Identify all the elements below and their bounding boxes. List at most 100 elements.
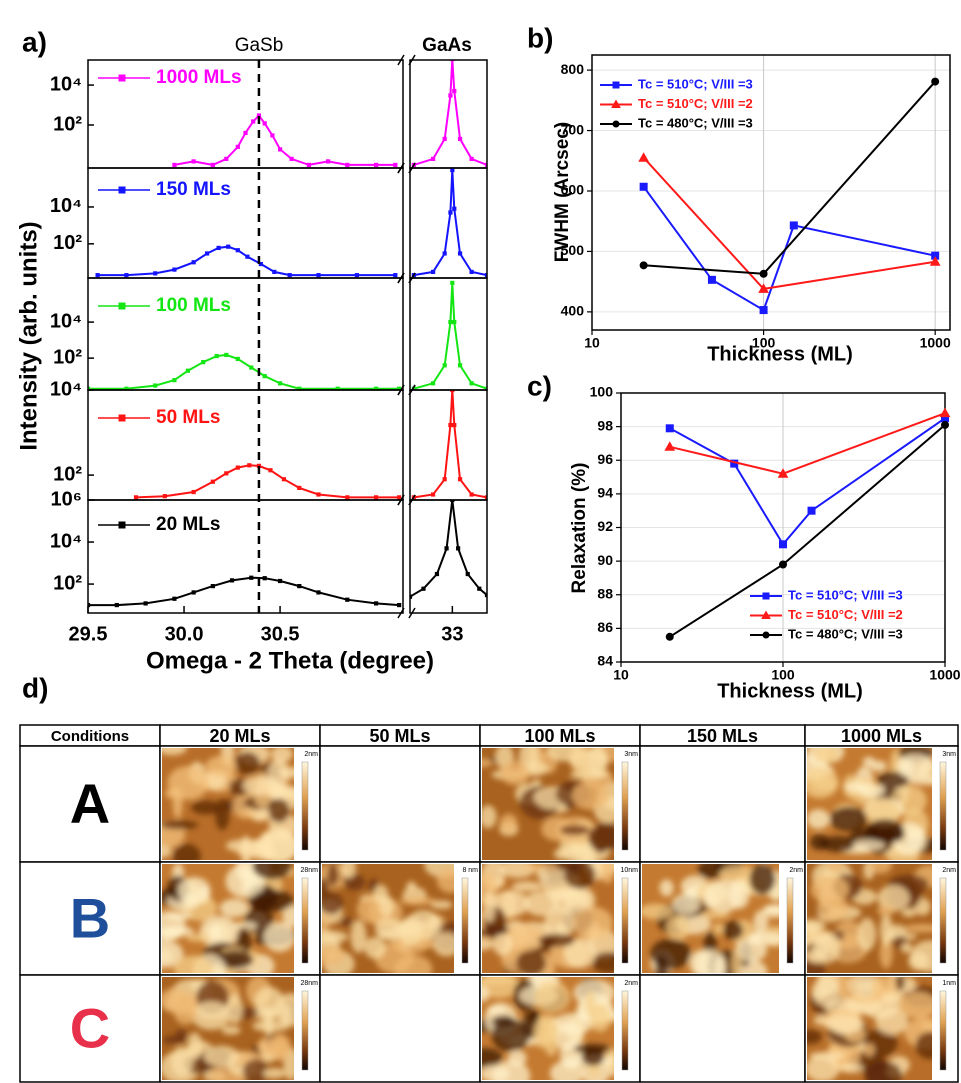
- marker: [277, 147, 283, 152]
- y-tick-label: 10⁴: [50, 195, 82, 217]
- y-tick-label: 10²: [53, 346, 82, 368]
- marker: [421, 586, 426, 591]
- x-axis-title: Thickness (ML): [707, 343, 853, 365]
- marker: [287, 273, 292, 278]
- marker: [172, 267, 177, 272]
- x-axis-title: Omega - 2 Theta (degree): [146, 647, 434, 674]
- marker: [465, 571, 470, 577]
- marker: [374, 162, 379, 168]
- y-tick-label: 800: [561, 61, 585, 77]
- marker: [397, 602, 402, 608]
- marker: [807, 506, 816, 515]
- plot-area: [592, 55, 950, 330]
- colorbar: [621, 990, 629, 1071]
- marker: [235, 356, 240, 362]
- marker: [306, 162, 311, 168]
- marker: [611, 99, 621, 108]
- marker: [281, 477, 287, 482]
- table-cell: [19, 861, 161, 976]
- marker: [761, 610, 771, 619]
- marker: [779, 560, 787, 569]
- afm-image: [807, 748, 932, 860]
- marker: [397, 386, 402, 390]
- marker: [270, 133, 275, 138]
- marker: [469, 156, 474, 161]
- marker: [224, 156, 229, 161]
- x-tick-label: 1000: [929, 667, 960, 683]
- marker: [224, 471, 229, 476]
- afm-image: [322, 864, 454, 973]
- marker: [345, 162, 350, 168]
- marker: [434, 571, 440, 577]
- colorbar: [301, 761, 309, 851]
- marker: [235, 248, 240, 253]
- marker: [639, 182, 648, 191]
- marker: [450, 168, 455, 173]
- marker: [452, 422, 457, 428]
- legend-label: 1000 MLs: [156, 67, 242, 88]
- x-tick-label: 30.0: [165, 623, 204, 645]
- subplot: [88, 280, 487, 390]
- marker: [779, 540, 787, 549]
- y-tick-label: 500: [561, 242, 585, 258]
- legend-label: Tc = 510°C; V/III =3: [788, 587, 903, 602]
- colorbar: [621, 761, 629, 851]
- table-cell: [319, 745, 481, 863]
- marker: [374, 495, 379, 500]
- x-tick-label: 100: [771, 667, 795, 683]
- y-tick-label: 96: [597, 451, 613, 467]
- y-axis-title: Relaxation (%): [569, 463, 590, 594]
- marker: [185, 368, 190, 373]
- y-tick-label: 84: [597, 653, 613, 669]
- marker: [258, 261, 263, 267]
- colorbar-label: 10nm: [620, 867, 638, 874]
- marker: [262, 121, 267, 126]
- marker: [191, 159, 196, 164]
- annotation: GaAs: [422, 35, 472, 56]
- legend-label: 100 MLs: [156, 295, 231, 316]
- marker: [335, 386, 340, 390]
- axis-break: [397, 494, 416, 506]
- y-axis-title: FWHM (Arcsec): [552, 122, 573, 262]
- marker: [397, 495, 402, 500]
- afm-image: [807, 864, 932, 973]
- column-header: 100 MLs: [524, 726, 595, 746]
- marker: [118, 186, 126, 194]
- colorbar-label: 3nm: [942, 751, 956, 758]
- marker: [665, 632, 674, 641]
- y-tick-label: 90: [597, 552, 613, 568]
- marker: [162, 494, 167, 499]
- legend-label: Tc = 510°C; V/III =2: [638, 96, 753, 111]
- legend-label: 150 MLs: [156, 179, 231, 200]
- marker: [759, 269, 768, 278]
- marker: [118, 521, 126, 529]
- marker: [929, 256, 941, 266]
- marker: [210, 162, 215, 168]
- marker: [214, 353, 219, 359]
- marker: [226, 244, 231, 249]
- marker: [374, 386, 379, 390]
- afm-image: [482, 864, 614, 973]
- marker: [216, 245, 221, 251]
- axis-break: [397, 272, 416, 284]
- y-tick-label: 10⁴: [50, 73, 82, 95]
- marker: [268, 468, 273, 473]
- colorbar-label: 3nm: [624, 751, 638, 758]
- legend-label: Tc = 510°C; V/III =3: [638, 76, 753, 91]
- annotation: GaSb: [235, 35, 284, 56]
- marker: [448, 319, 453, 325]
- marker: [316, 590, 321, 595]
- panel-label: b): [527, 22, 553, 53]
- y-tick-label: 100: [590, 384, 614, 400]
- marker: [229, 578, 235, 583]
- afm-image: [162, 864, 294, 973]
- colorbar: [461, 877, 469, 964]
- marker: [143, 601, 148, 606]
- marker: [442, 251, 447, 256]
- marker: [457, 136, 463, 142]
- x-tick-label: 29.5: [69, 623, 108, 645]
- table-cell: [639, 745, 806, 863]
- y-tick-label: 10⁴: [50, 530, 82, 552]
- y-tick-label: 92: [597, 518, 613, 534]
- marker: [639, 261, 648, 270]
